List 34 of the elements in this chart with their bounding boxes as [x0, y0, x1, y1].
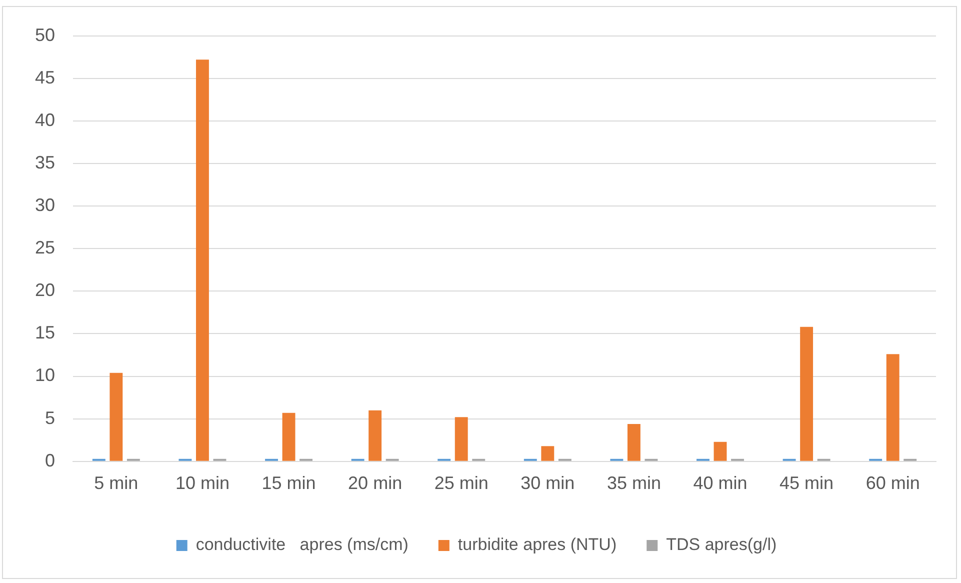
x-tick-label: 10 min	[175, 473, 230, 494]
x-tick-label: 5 min	[94, 473, 138, 494]
y-tick-label: 5	[45, 408, 56, 428]
y-tick-label: 20	[34, 280, 56, 300]
bar	[800, 326, 814, 461]
y-tick-label: 45	[34, 67, 56, 88]
y-tick-label: 30	[34, 195, 56, 216]
y-tick-label: 50	[34, 24, 56, 45]
x-tick-label: 60 min	[866, 473, 920, 494]
bar	[886, 354, 900, 461]
bar	[627, 424, 640, 461]
bar	[714, 442, 727, 461]
x-tick-label: 15 min	[262, 473, 316, 494]
y-tick-label: 15	[34, 322, 56, 343]
x-tick-label: 40 min	[693, 473, 748, 494]
legend-label: TDS apres(g/l)	[666, 535, 777, 554]
x-tick-label: 35 min	[606, 473, 661, 494]
x-tick-label: 25 min	[434, 473, 488, 494]
bar	[110, 372, 123, 461]
bar	[541, 446, 554, 461]
y-tick-label: 35	[34, 152, 56, 172]
bar	[196, 60, 209, 461]
y-tick-label: 10	[34, 365, 56, 386]
bar	[282, 412, 296, 461]
y-tick-label: 40	[34, 110, 56, 130]
x-tick-label: 30 min	[520, 473, 575, 494]
legend-label: turbidite apres (NTU)	[458, 535, 617, 554]
x-tick-label: 45 min	[780, 473, 834, 494]
bar	[368, 410, 382, 461]
bar	[454, 417, 468, 461]
y-tick-label: 0	[45, 450, 56, 470]
legend-label: conductivite apres (ms/cm)	[196, 535, 408, 554]
y-tick-label: 25	[34, 238, 56, 258]
x-tick-label: 20 min	[348, 473, 402, 494]
